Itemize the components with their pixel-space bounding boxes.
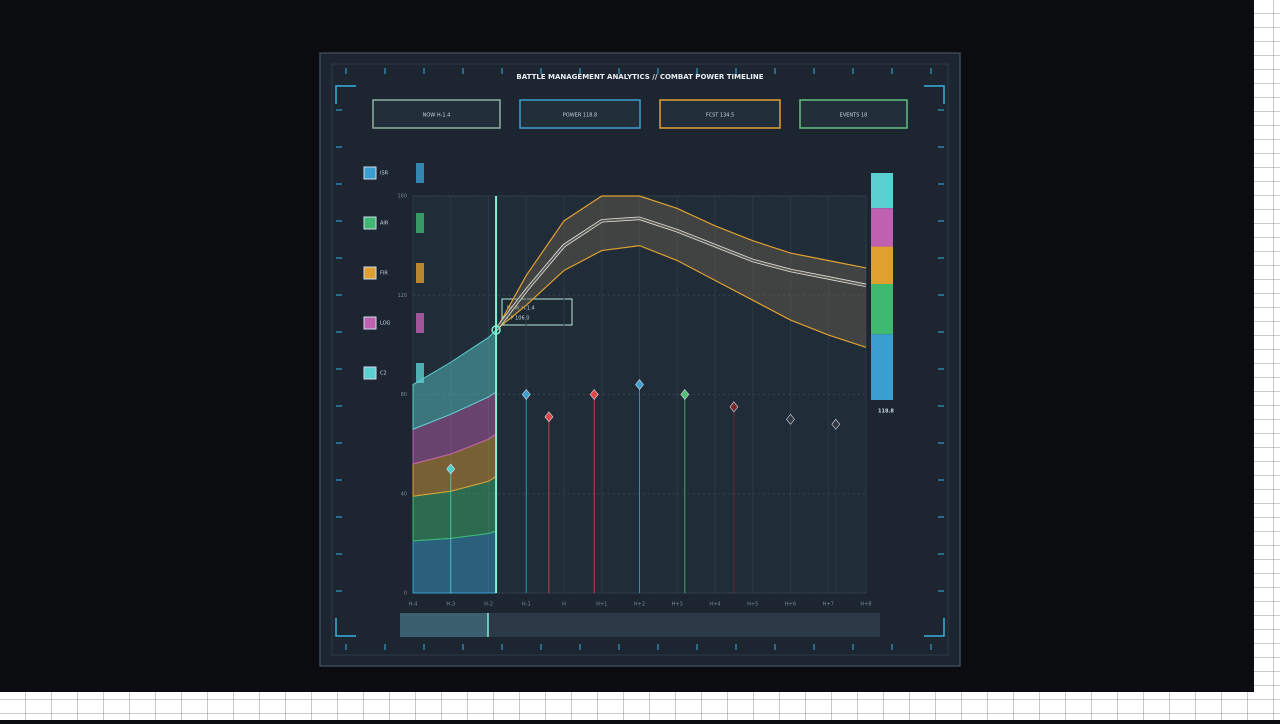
legend-swatch[interactable] [363,166,377,180]
event-marker[interactable] [680,389,690,400]
legend-label: LOG [380,321,391,327]
inner-frame [331,63,949,656]
kpi-text: NOW H-1.4 [423,113,451,119]
side-bar [416,163,424,183]
now-marker[interactable] [491,325,501,335]
event-marker[interactable] [729,401,739,413]
y-tick-label: 160 [397,194,407,200]
x-tick-label: H+6 [785,602,796,608]
composition-segment [871,246,893,285]
legend-swatch[interactable] [363,216,377,230]
tooltip-text: CP 106.0 [507,316,529,322]
x-tick-label: H+2 [634,602,645,608]
event-marker[interactable] [589,389,599,400]
legend-swatch[interactable] [363,366,377,380]
kpi-text: POWER 118.8 [563,113,597,119]
side-bar [416,363,424,383]
x-tick-label: H-2 [484,602,493,608]
event-marker[interactable] [544,411,554,423]
side-bar [416,213,424,233]
kpi-text: EVENTS 18 [840,113,868,119]
tooltip [501,298,573,326]
x-tick-label: H+8 [860,602,871,608]
y-tick-label: 40 [401,491,407,497]
forecast-line [495,217,867,331]
y-tick-label: 120 [397,293,407,299]
legend-label: ISR [380,171,389,177]
x-tick-label: H+5 [747,602,758,608]
timeline-progress[interactable] [400,613,488,637]
composition-segment [871,173,893,209]
kpi-card[interactable] [659,99,781,129]
edge-strip [1254,0,1280,720]
legend-label: FIR [380,271,388,277]
kpi-card[interactable] [519,99,641,129]
x-tick-label: H+3 [672,602,683,608]
x-tick-label: H+1 [596,602,607,608]
event-marker[interactable] [521,389,531,400]
composition-segment [871,208,893,247]
event-marker[interactable] [446,463,456,475]
event-marker[interactable] [635,379,644,391]
x-tick-label: H-4 [409,602,418,608]
event-marker[interactable] [786,413,795,425]
corner-brackets [335,85,945,637]
composition-segment [871,284,893,335]
legend-swatch[interactable] [363,316,377,330]
edge-strip [0,692,1280,720]
legend-label: AIR [380,221,389,227]
x-tick-label: H+7 [823,602,834,608]
title: BATTLE MANAGEMENT ANALYTICS // COMBAT PO… [516,73,763,81]
side-bar [416,313,424,333]
x-tick-label: H+4 [709,602,720,608]
event-marker[interactable] [831,418,841,430]
legend-swatch[interactable] [363,266,377,280]
tooltip-text: NOW H-1.4 [507,306,535,312]
x-tick-label: H [562,602,566,608]
x-tick-label: H-3 [446,602,455,608]
y-tick-label: 80 [401,392,407,398]
y-tick-label: 0 [404,591,407,597]
forecast-bound [495,245,867,348]
kpi-text: FCST 134.5 [706,113,735,119]
composition-segment [871,334,893,400]
forecast-bound [495,195,867,331]
side-bar [416,263,424,283]
composition-total: 118.8 [878,409,894,415]
legend-label: C2 [380,371,387,377]
kpi-card[interactable] [799,99,908,129]
forecast-band [496,196,866,348]
kpi-card[interactable] [372,99,501,129]
x-tick-label: H-1 [522,602,531,608]
